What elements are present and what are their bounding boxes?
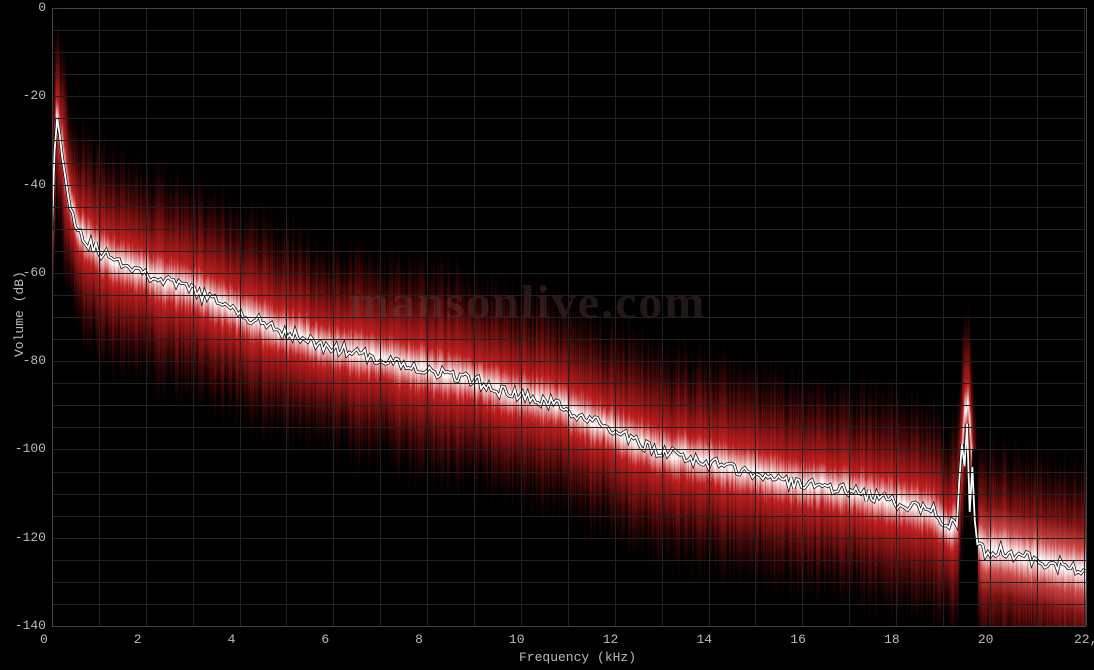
x-tick-label: 20 <box>978 632 994 647</box>
x-tick-label: 8 <box>415 632 423 647</box>
x-tick-label: 22,05 <box>1074 632 1094 647</box>
y-tick-label: -140 <box>15 618 46 633</box>
x-tick-label: 18 <box>884 632 900 647</box>
y-tick-label: -120 <box>15 530 46 545</box>
y-tick-label: -20 <box>23 88 46 103</box>
y-tick-label: 0 <box>38 0 46 15</box>
x-tick-label: 12 <box>603 632 619 647</box>
x-tick-label: 6 <box>321 632 329 647</box>
x-tick-label: 2 <box>134 632 142 647</box>
x-tick-label: 14 <box>697 632 713 647</box>
x-tick-label: 4 <box>228 632 236 647</box>
y-tick-label: -100 <box>15 441 46 456</box>
x-tick-label: 10 <box>509 632 525 647</box>
x-tick-label: 0 <box>40 632 48 647</box>
y-axis-title: Volume (dB) <box>12 271 27 357</box>
x-axis-title: Frequency (kHz) <box>519 650 636 665</box>
spectrum-chart: mansonlive.com 0246810121416182022,050-2… <box>0 0 1094 670</box>
y-tick-label: -40 <box>23 177 46 192</box>
x-tick-label: 16 <box>790 632 806 647</box>
